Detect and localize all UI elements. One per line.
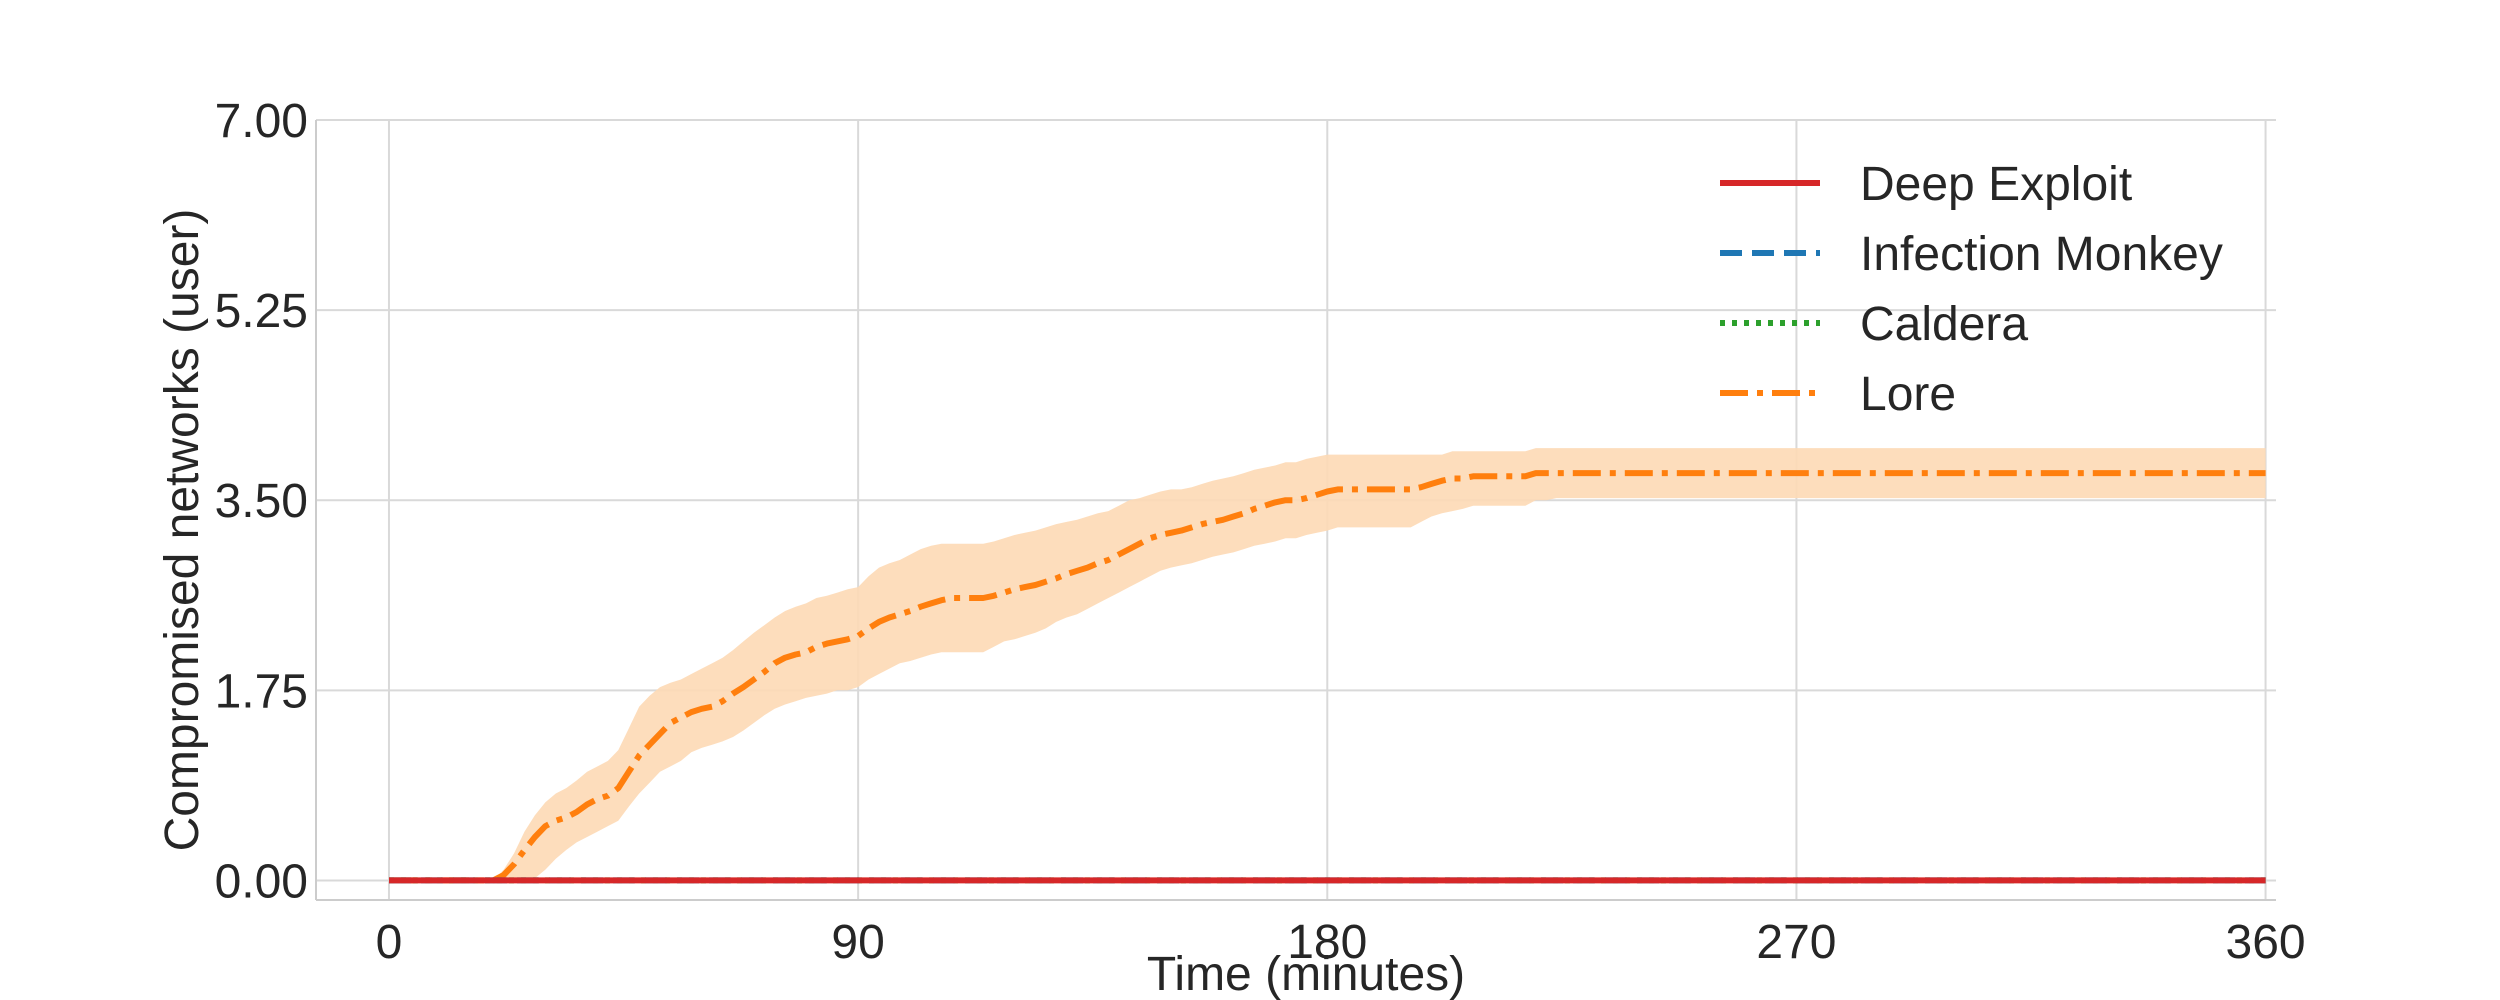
legend-label: Infection Monkey: [1860, 228, 2223, 281]
confidence-bands: [389, 448, 2266, 881]
y-tick-label: 7.00: [215, 95, 308, 148]
x-tick-label: 180: [1287, 916, 1367, 969]
series-lines: [389, 470, 2266, 884]
x-tick-label: 360: [2226, 916, 2306, 969]
series-band-lore: [389, 448, 2266, 881]
legend-label: Caldera: [1860, 298, 2028, 351]
y-tick-label: 5.25: [215, 285, 308, 338]
y-tick-label: 1.75: [215, 665, 308, 718]
tick-labels: 0 90 180 270 360 0.00 1.75 3.50 5.25 7.00: [215, 95, 2306, 969]
x-axis-label: Time (minutes): [1147, 948, 1465, 1000]
y-tick-label: 3.50: [215, 475, 308, 528]
x-tick-label: 0: [376, 916, 403, 969]
legend: Deep Exploit Infection Monkey Caldera Lore: [1720, 158, 2223, 421]
x-tick-label: 90: [831, 916, 884, 969]
legend-label: Deep Exploit: [1860, 158, 2132, 211]
legend-label: Lore: [1860, 368, 1956, 421]
x-tick-label: 270: [1756, 916, 1836, 969]
y-tick-label: 0.00: [215, 855, 308, 908]
axes: [315, 120, 2276, 901]
y-axis-label: Compromised networks (user): [156, 209, 209, 852]
